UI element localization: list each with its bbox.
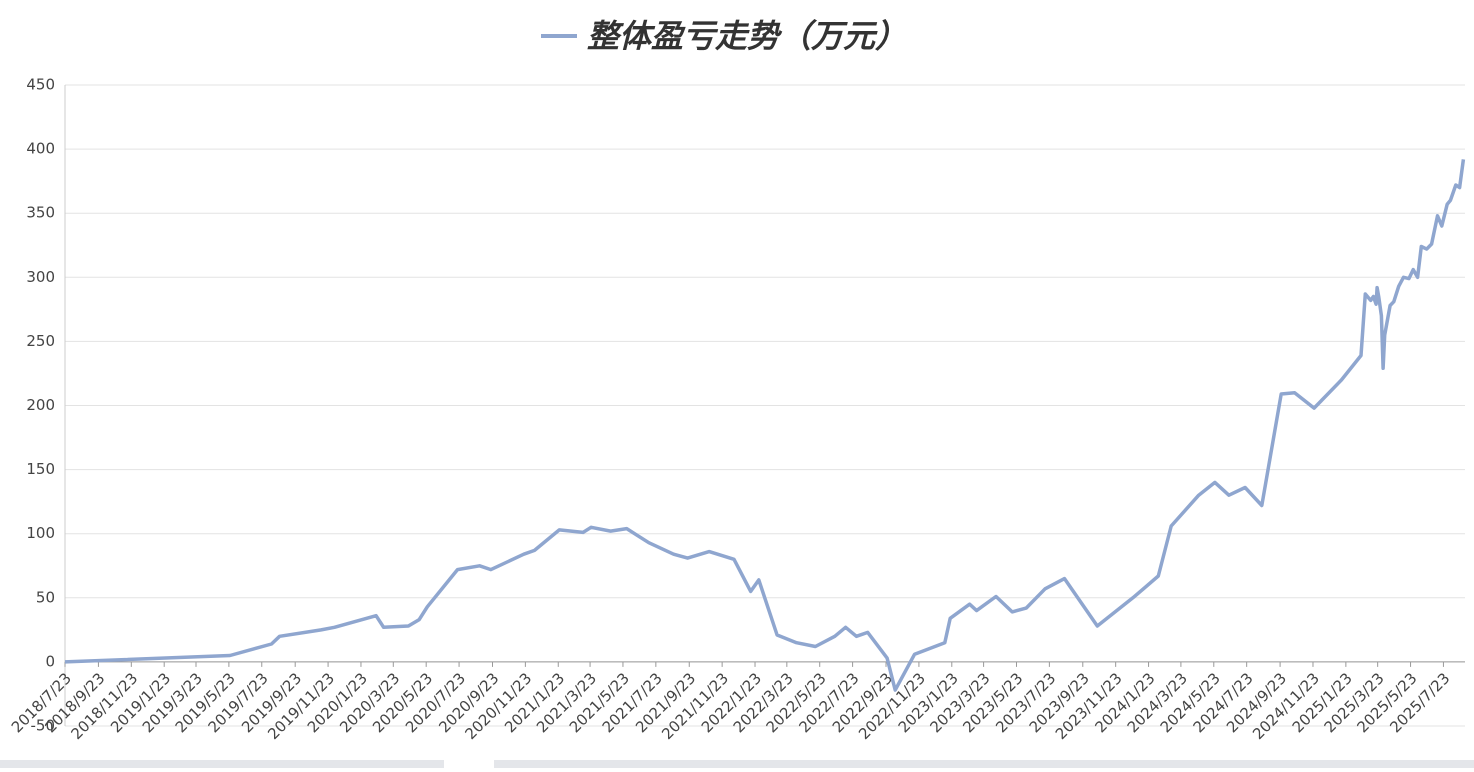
tab-strip bbox=[0, 760, 444, 768]
y-tick-label: -50 bbox=[31, 717, 56, 735]
y-tick-label: 150 bbox=[26, 460, 55, 478]
line-series bbox=[64, 159, 1466, 692]
y-tick-label: 250 bbox=[26, 332, 55, 350]
y-tick-label: 200 bbox=[26, 396, 55, 414]
tab-strip bbox=[494, 760, 1474, 768]
y-tick-label: 350 bbox=[26, 204, 55, 222]
y-tick-label: 400 bbox=[26, 140, 55, 158]
y-tick-label: 0 bbox=[45, 652, 55, 670]
chart-title: 整体盈亏走势（万元） bbox=[587, 17, 907, 55]
y-tick-label: 100 bbox=[26, 524, 55, 542]
y-tick-label: 450 bbox=[26, 76, 55, 94]
y-tick-label: 300 bbox=[26, 268, 55, 286]
y-tick-label: 50 bbox=[36, 588, 55, 606]
